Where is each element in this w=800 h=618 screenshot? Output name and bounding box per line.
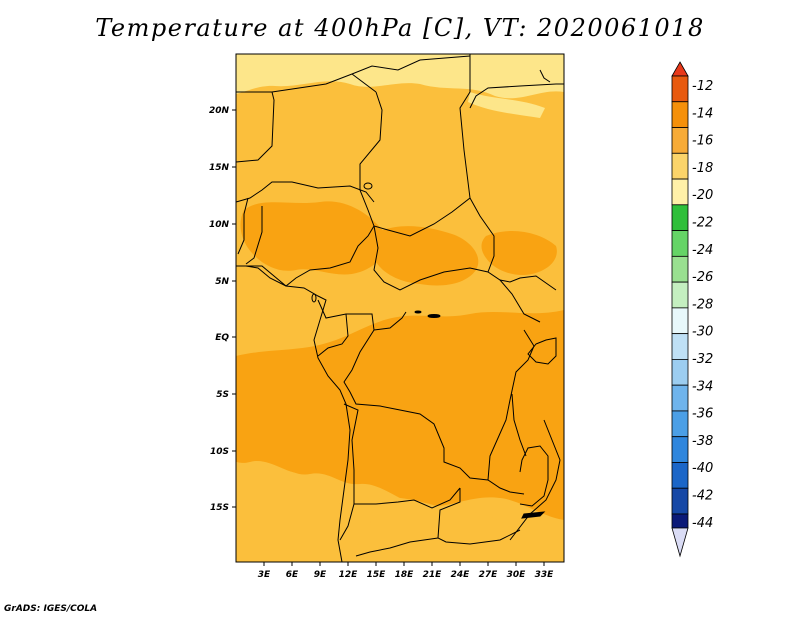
lon-label-6e: 6E bbox=[286, 570, 299, 580]
lon-label-21e: 21E bbox=[423, 570, 443, 580]
lon-label-9e: 9E bbox=[314, 570, 327, 580]
field-south-cool bbox=[369, 497, 520, 562]
lat-label-10s: 10S bbox=[210, 447, 229, 457]
colorbar-segment bbox=[671, 462, 689, 489]
colorbar-segment bbox=[671, 255, 689, 283]
colorbar-label: -42 bbox=[692, 489, 713, 504]
lon-label-3e: 3E bbox=[258, 570, 271, 580]
colorbar-segment bbox=[671, 230, 689, 257]
lat-label-15s: 15S bbox=[210, 503, 229, 513]
lat-label-eq: EQ bbox=[215, 333, 229, 343]
colorbar-segment bbox=[671, 281, 689, 309]
colorbar-segment bbox=[671, 178, 689, 206]
colorbar-segment bbox=[671, 359, 689, 386]
colorbar-label: -36 bbox=[692, 407, 713, 422]
colorbar-segment bbox=[671, 101, 689, 128]
lon-label-27e: 27E bbox=[479, 570, 499, 580]
colorbar-segment bbox=[671, 333, 689, 360]
field-east-warm bbox=[481, 231, 557, 276]
lat-label-5n: 5N bbox=[215, 277, 229, 287]
lon-label-18e: 18E bbox=[395, 570, 415, 580]
lat-label-15n: 15N bbox=[209, 163, 230, 173]
colorbar-segment bbox=[671, 384, 689, 412]
colorbar-label: -18 bbox=[692, 161, 713, 176]
colorbar-label: -24 bbox=[692, 243, 713, 258]
colorbar-segment bbox=[671, 436, 689, 463]
colorbar-label: -40 bbox=[692, 461, 713, 476]
lon-label-15e: 15E bbox=[367, 570, 387, 580]
colorbar-label: -44 bbox=[692, 516, 713, 531]
colorbar-label: -12 bbox=[692, 79, 713, 94]
field-north-cool bbox=[236, 54, 564, 99]
lat-label-20n: 20N bbox=[209, 106, 230, 116]
colorbar-segment bbox=[671, 75, 689, 103]
field-southwest-cool bbox=[236, 466, 347, 562]
field-central-warm bbox=[236, 310, 564, 520]
colorbar-label: -32 bbox=[692, 352, 713, 367]
colorbar-label: -22 bbox=[692, 216, 713, 231]
lon-label-12e: 12E bbox=[339, 570, 359, 580]
lat-label-5s: 5S bbox=[216, 390, 229, 400]
colorbar-label: -38 bbox=[692, 434, 713, 449]
map-frame bbox=[235, 53, 565, 563]
colorbar-label: -14 bbox=[692, 106, 713, 121]
colorbar-segment bbox=[671, 410, 689, 438]
field-west-warm bbox=[240, 201, 387, 275]
colorbar-segment bbox=[671, 307, 689, 335]
lat-labels: 20N 15N 10N 5N EQ 5S 10S 15S bbox=[209, 106, 230, 513]
colorbar-segment bbox=[671, 152, 689, 180]
colorbar-label: -20 bbox=[692, 188, 713, 203]
colorbar-label: -16 bbox=[692, 134, 713, 149]
colorbar-bottom-arrow bbox=[671, 527, 689, 558]
map-title: Temperature at 400hPa [C], VT: 202006101… bbox=[95, 14, 705, 42]
lon-ticks bbox=[263, 562, 545, 566]
lon-labels: 3E 6E 9E 12E 15E 18E 21E 24E 27E 30E 33E bbox=[258, 570, 554, 580]
colorbar-label: -28 bbox=[692, 297, 713, 312]
lat-label-10n: 10N bbox=[209, 220, 230, 230]
field-north-cool-patch bbox=[468, 92, 545, 118]
colorbar-label: -34 bbox=[692, 379, 713, 394]
colorbar-bottom-segment bbox=[671, 513, 689, 529]
colorbar-segment bbox=[671, 487, 689, 515]
lat-ticks bbox=[232, 109, 236, 508]
colorbar-top-arrow bbox=[671, 61, 689, 77]
lakes bbox=[311, 182, 546, 519]
country-borders bbox=[236, 54, 564, 562]
colorbar-segment bbox=[671, 127, 689, 154]
footer-credit: GrADS: IGES/COLA bbox=[4, 604, 98, 614]
colorbar-label: -26 bbox=[692, 270, 713, 285]
lon-label-33e: 33E bbox=[535, 570, 555, 580]
colorbar: -12 -14 -16 -18 -20 -22 -24 -26 -28 -30 -32 -34 -36 -… bbox=[671, 61, 713, 558]
colorbar-label: -30 bbox=[692, 325, 713, 340]
colorbar-segment bbox=[671, 204, 689, 231]
lon-label-30e: 30E bbox=[507, 570, 527, 580]
lon-label-24e: 24E bbox=[451, 570, 471, 580]
